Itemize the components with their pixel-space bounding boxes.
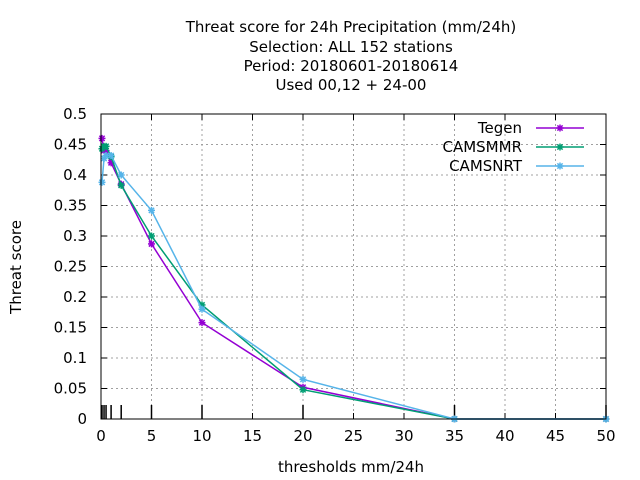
x-tick-label: 0 (96, 427, 106, 445)
y-axis-label: Threat score (7, 220, 25, 315)
data-point-camsnrt (117, 171, 125, 179)
plot-frame (100, 113, 607, 420)
data-point-camsmmr (299, 386, 307, 394)
data-point-camsmmr (148, 232, 155, 240)
data-point-camsnrt (107, 151, 115, 159)
x-tick-label: 25 (344, 427, 363, 445)
legend-marker-tegen (556, 124, 564, 132)
y-tick-label: 0.35 (54, 197, 87, 215)
x-tick-labels: 0 5 10 15 20 25 30 35 40 45 50 (96, 427, 615, 445)
x-tick-label: 45 (546, 427, 565, 445)
series-line-camsmmr (101, 145, 606, 420)
y-tick-label: 0.25 (54, 258, 87, 276)
data-point-camsnrt (98, 178, 106, 186)
data-point-tegen (148, 240, 155, 248)
threshold-marks (101, 405, 607, 419)
y-tick-label: 0.2 (63, 288, 87, 306)
legend-label-camsmmr: CAMSMMR (442, 138, 522, 156)
x-tick-label: 35 (445, 427, 464, 445)
x-tick-label: 40 (495, 427, 514, 445)
y-tick-labels: 0 0.05 0.1 0.15 0.2 0.25 0.3 0.35 0.4 0.45 0.5 (54, 105, 87, 428)
y-tick-label: 0 (77, 410, 87, 428)
legend-label-camsnrt: CAMSNRT (449, 157, 523, 175)
series-line-camsnrt (101, 154, 606, 420)
data-point-tegen (198, 319, 206, 327)
data-point-camsnrt (148, 206, 155, 214)
grid (101, 114, 606, 419)
x-tick-label: 10 (192, 427, 211, 445)
legend-item-tegen: Tegen (477, 119, 584, 137)
data-point-camsnrt (198, 305, 206, 313)
series-tegen (98, 134, 610, 423)
x-tick-label: 5 (147, 427, 157, 445)
y-tick-label: 0.45 (54, 136, 87, 154)
legend-marker-camsmmr (556, 143, 564, 151)
series-camsmmr (98, 142, 610, 423)
title-line-1: Threat score for 24h Precipitation (mm/2… (185, 18, 517, 36)
y-tick-label: 0.5 (63, 105, 87, 123)
data-point-tegen (98, 134, 106, 142)
x-tick-label: 20 (293, 427, 312, 445)
chart-title: Threat score for 24h Precipitation (mm/2… (185, 18, 517, 94)
title-line-3: Period: 20180601-20180614 (244, 57, 459, 75)
x-tick-label: 50 (596, 427, 615, 445)
legend-item-camsmmr: CAMSMMR (442, 138, 584, 156)
y-tick-label: 0.05 (54, 380, 87, 398)
data-point-camsnrt (299, 375, 307, 383)
title-line-4: Used 00,12 + 24-00 (276, 76, 427, 94)
x-axis-label: thresholds mm/24h (278, 458, 424, 476)
x-tick-label: 30 (394, 427, 413, 445)
series-camsnrt (98, 151, 610, 423)
title-line-2: Selection: ALL 152 stations (249, 38, 453, 56)
y-tick-label: 0.15 (54, 319, 87, 337)
data-point-camsmmr (102, 142, 110, 150)
y-tick-label: 0.4 (63, 166, 87, 184)
data-point-camsmmr (117, 181, 125, 189)
legend-item-camsnrt: CAMSNRT (449, 157, 584, 175)
legend-label-tegen: Tegen (477, 119, 522, 137)
x-tick-label: 15 (243, 427, 262, 445)
y-tick-label: 0.1 (63, 349, 87, 367)
y-tick-label: 0.3 (63, 227, 87, 245)
legend-marker-camsnrt (556, 162, 564, 170)
series-group (98, 134, 610, 423)
series-line-tegen (101, 138, 606, 420)
